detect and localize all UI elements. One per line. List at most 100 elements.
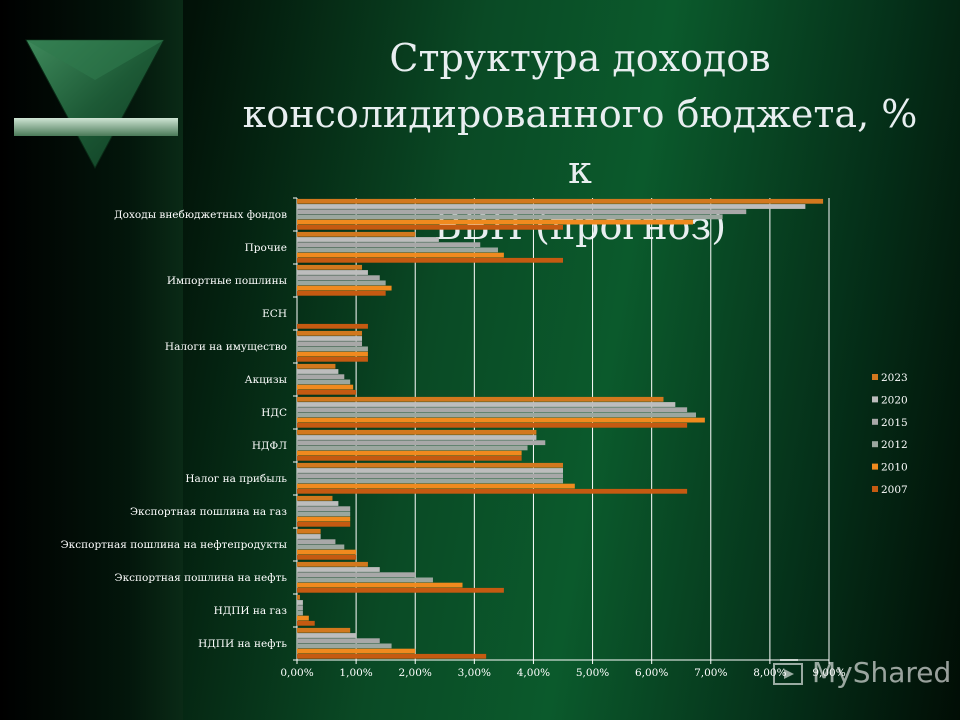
- green-triangle-logo-icon: [14, 39, 178, 170]
- bar: [297, 231, 416, 237]
- watermark-text: MyShared: [812, 656, 952, 689]
- bar: [297, 323, 368, 329]
- bar: [297, 264, 363, 270]
- category-label: Акцизы: [245, 374, 287, 386]
- legend-entry: 2015: [881, 417, 908, 429]
- bar: [297, 648, 416, 654]
- bar: [297, 346, 368, 352]
- bar: [297, 407, 688, 413]
- legend-entry: 2007: [881, 484, 908, 496]
- bar: [297, 455, 522, 461]
- bar: [297, 495, 333, 501]
- category-label: НДПИ на газ: [214, 605, 288, 617]
- bar: [297, 653, 487, 659]
- bar: [297, 440, 546, 446]
- bar: [297, 336, 363, 341]
- bar: [297, 473, 563, 479]
- bar: [297, 198, 824, 204]
- category-label: Налог на прибыль: [185, 473, 287, 485]
- bar: [297, 280, 386, 286]
- bar: [297, 539, 336, 545]
- bar: [297, 534, 321, 539]
- legend-swatch: [872, 374, 878, 380]
- bar: [297, 285, 392, 291]
- legend-swatch: [872, 463, 878, 470]
- bar: [297, 445, 528, 451]
- legend-entry: 2012: [881, 439, 908, 451]
- legend-entry: 2010: [881, 462, 908, 474]
- bar: [297, 356, 368, 362]
- bar: [297, 633, 357, 638]
- x-tick-label: 3,00%: [458, 667, 491, 679]
- bar: [297, 521, 351, 527]
- bar: [297, 450, 522, 456]
- bar: [297, 582, 463, 588]
- bar: [297, 369, 339, 374]
- bar: [297, 638, 380, 644]
- chart-legend: 2023 2020 2015 2012 2010 2007: [872, 372, 908, 496]
- bar: [297, 209, 747, 215]
- bar: [297, 270, 368, 275]
- bar: [297, 435, 537, 440]
- bar: [297, 389, 357, 395]
- bar: [297, 219, 694, 225]
- slides-watermark-icon: [773, 659, 803, 685]
- legend-entry: 2020: [881, 394, 908, 406]
- bar: [297, 204, 806, 209]
- bar: [297, 478, 563, 484]
- legend-swatch: [872, 418, 878, 425]
- bar: [297, 351, 368, 357]
- bar: [297, 214, 723, 220]
- category-label: Импортные пошлины: [167, 275, 287, 287]
- bar: [297, 594, 300, 600]
- category-label: Налоги на имущество: [165, 341, 287, 353]
- legend-swatch: [872, 441, 878, 448]
- bar: [297, 572, 416, 578]
- bar: [297, 462, 563, 468]
- bar: [297, 643, 392, 649]
- bar: [297, 257, 563, 263]
- bar: [297, 468, 563, 473]
- bar: [297, 237, 439, 242]
- legend-swatch: [872, 396, 878, 403]
- category-label: Экспортная пошлина на нефтепродукты: [61, 539, 287, 551]
- bar: [297, 528, 321, 534]
- chart-bars: [297, 198, 824, 659]
- category-label: НДС: [261, 407, 287, 419]
- x-tick-label: 8,00%: [753, 667, 786, 679]
- category-label: НДПИ на нефть: [198, 638, 287, 650]
- bar: [297, 501, 339, 506]
- bar: [297, 561, 368, 567]
- bar: [297, 275, 380, 281]
- bar: [297, 549, 357, 555]
- bar: [297, 511, 351, 517]
- bar: [297, 422, 688, 428]
- category-label: Экспортная пошлина на газ: [130, 506, 287, 518]
- legend-swatch: [872, 486, 878, 492]
- category-label: Экспортная пошлина на нефть: [115, 572, 288, 584]
- bar: [297, 330, 363, 336]
- bar: [297, 247, 498, 253]
- category-label: НДФЛ: [252, 440, 287, 452]
- bar: [297, 242, 481, 248]
- bar: [297, 252, 504, 258]
- bar: [297, 396, 664, 402]
- x-tick-label: 4,00%: [517, 667, 550, 679]
- bar: [297, 610, 303, 616]
- category-label: Доходы внебюджетных фондов: [114, 209, 287, 221]
- bar: [297, 483, 575, 489]
- bar: [297, 341, 363, 347]
- x-tick-label: 7,00%: [694, 667, 727, 679]
- x-tick-label: 2,00%: [399, 667, 432, 679]
- chart-category-labels: Доходы внебюджетных фондов Прочие Импортны…: [61, 209, 288, 650]
- x-tick-label: 9,00%: [812, 667, 845, 679]
- bar: [297, 605, 303, 611]
- bar: [297, 363, 336, 369]
- bar: [297, 544, 345, 550]
- bar: [297, 417, 705, 423]
- bar: [297, 587, 504, 593]
- bar: [297, 567, 380, 572]
- category-label: ЕСН: [262, 308, 287, 320]
- bar: [297, 290, 386, 296]
